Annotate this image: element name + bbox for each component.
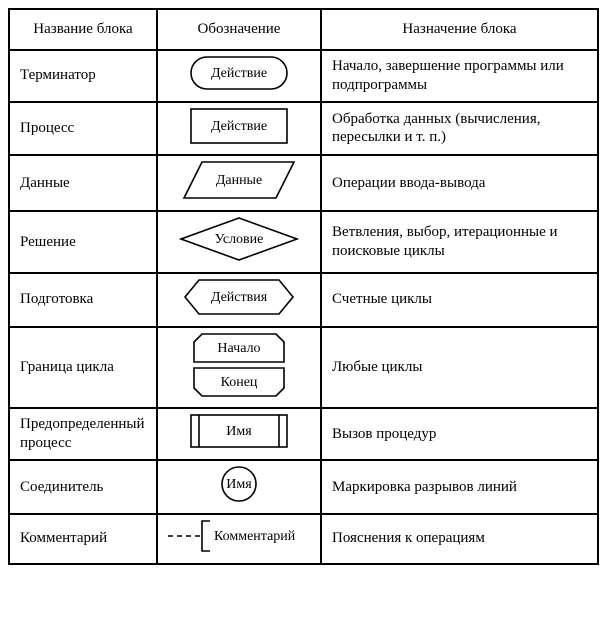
shape-comment: Комментарий [166,519,312,559]
cell-desc: Операции ввода-вывода [321,155,598,211]
shape-label: Начало [217,341,260,356]
cell-desc: Ветвления, выбор, итерационные и поисков… [321,211,598,273]
table-row: Соединитель Имя Маркировка разрывов линий [9,460,598,514]
cell-name: Данные [9,155,157,211]
shape-label: Конец [221,375,258,390]
cell-shape: Имя [157,460,321,514]
cell-name: Процесс [9,102,157,156]
shape-label: Имя [226,477,252,492]
table-header-row: Название блока Обозначение Назначение бл… [9,9,598,50]
cell-shape: Действие [157,102,321,156]
shape-label: Действия [211,290,268,305]
cell-name: Граница цикла [9,327,157,409]
shape-terminator: Действие [189,55,289,97]
cell-desc: Обработка данных (вычисления, пересылки … [321,102,598,156]
cell-desc: Маркировка разрывов линий [321,460,598,514]
cell-desc: Вызов процедур [321,408,598,460]
cell-shape: Условие [157,211,321,273]
cell-name: Терминатор [9,50,157,102]
shape-data: Данные [182,160,296,206]
cell-shape: Комментарий [157,514,321,564]
cell-name: Предопределенный процесс [9,408,157,460]
shape-predefined: Имя [189,413,289,455]
cell-desc: Пояснения к операциям [321,514,598,564]
shape-label: Действие [211,119,267,134]
cell-name: Комментарий [9,514,157,564]
shape-loop-limit-pair: Начало Конец [192,332,286,404]
table-row: Терминатор Действие Начало, завершение про… [9,50,598,102]
table-row: Данные Данные Операции ввода-вывода [9,155,598,211]
table-row: Граница цикла Начало Конец Любые циклы [9,327,598,409]
cell-shape: Имя [157,408,321,460]
shape-label: Данные [216,173,262,188]
table-row: Решение Условие Ветвления, выбор, итерацио… [9,211,598,273]
shape-decision: Условие [179,216,299,268]
cell-shape: Данные [157,155,321,211]
shape-label: Условие [215,232,264,247]
flowchart-symbols-table: Название блока Обозначение Назначение бл… [8,8,599,565]
shape-preparation: Действия [183,278,295,322]
cell-desc: Начало, завершение программы или подпрог… [321,50,598,102]
col-header-name: Название блока [9,9,157,50]
shape-process: Действие [189,107,289,151]
table-row: Предопределенный процесс Имя Вызов процеду… [9,408,598,460]
shape-label: Действие [211,66,267,81]
shape-label: Имя [226,424,252,439]
table-row: Подготовка Действия Счетные циклы [9,273,598,327]
cell-desc: Любые циклы [321,327,598,409]
col-header-shape: Обозначение [157,9,321,50]
table-body: Терминатор Действие Начало, завершение про… [9,50,598,564]
cell-shape: Начало Конец [157,327,321,409]
cell-name: Подготовка [9,273,157,327]
table-row: Комментарий Комментарий Пояснения к операц… [9,514,598,564]
shape-connector: Имя [220,465,258,509]
cell-shape: Действие [157,50,321,102]
cell-name: Решение [9,211,157,273]
cell-shape: Действия [157,273,321,327]
shape-label: Комментарий [214,529,296,544]
col-header-desc: Назначение блока [321,9,598,50]
cell-name: Соединитель [9,460,157,514]
table-row: Процесс Действие Обработка данных (вычисле… [9,102,598,156]
cell-desc: Счетные циклы [321,273,598,327]
